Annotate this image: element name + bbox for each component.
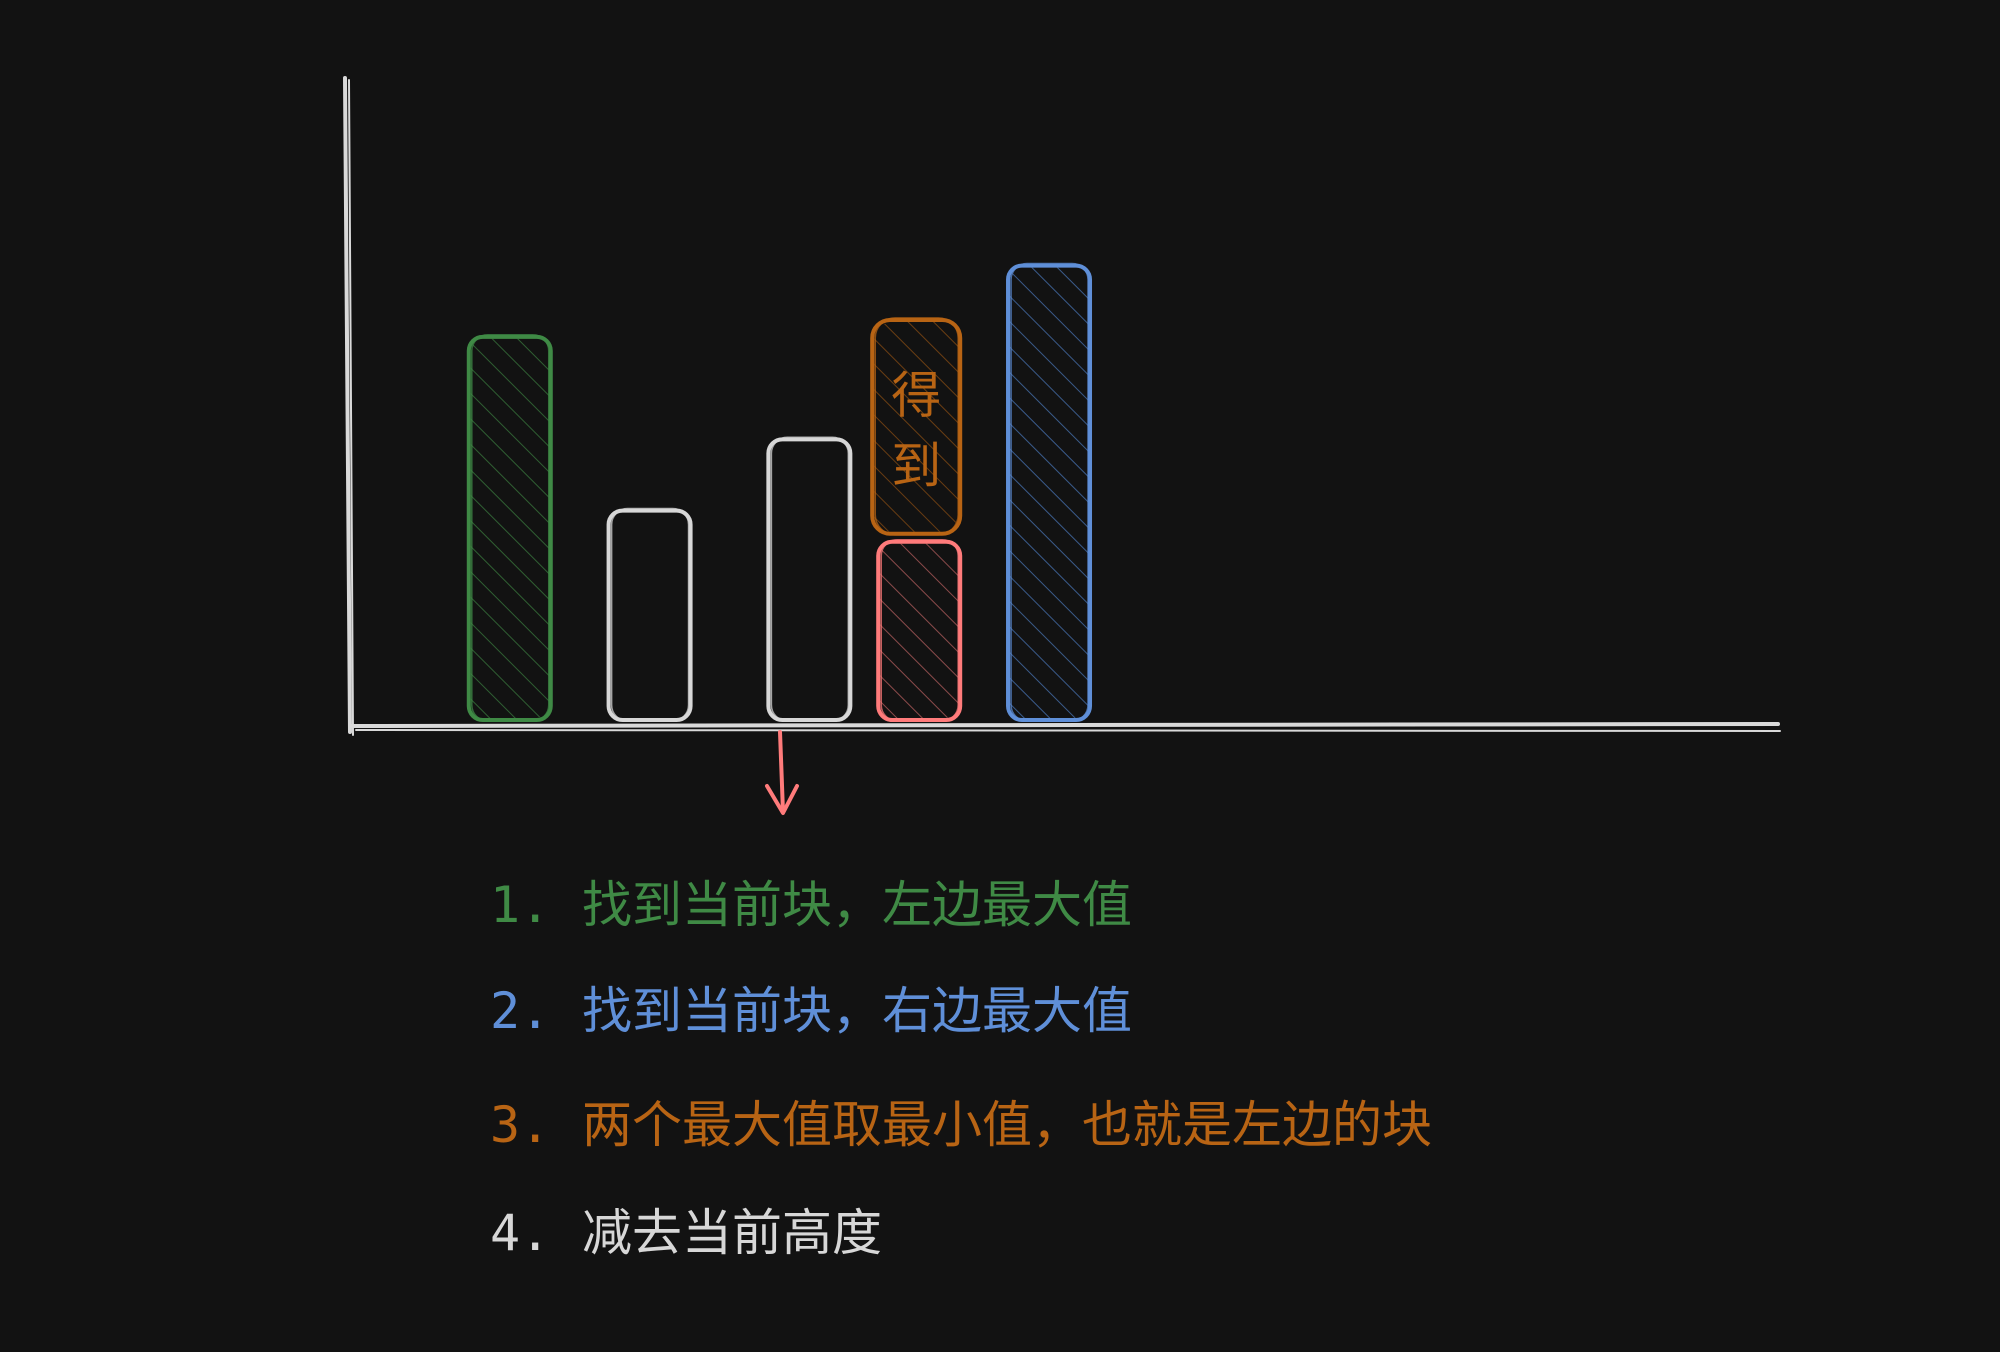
bar-4-stacked-block: [870, 317, 963, 536]
bar-2-outline-sketch: [610, 507, 690, 722]
bar-1-outline: [466, 334, 553, 722]
x-axis-second-stroke: [355, 729, 1781, 732]
step-4: 4. 减去当前高度: [490, 1198, 882, 1268]
axes: [343, 76, 1781, 736]
down-arrow: [765, 730, 799, 815]
y-axis-second-stroke: [348, 79, 354, 736]
arrow-head: [765, 784, 799, 815]
bar-5-fill: [1010, 267, 1089, 718]
step-2: 2. 找到当前块，右边最大值: [490, 976, 1132, 1046]
step-3: 3. 两个最大值取最小值，也就是左边的块: [490, 1090, 1432, 1160]
step-2-number: 2.: [490, 982, 551, 1040]
step-3-number: 3.: [490, 1096, 551, 1154]
bar-2-outline: [606, 508, 693, 722]
bar-3-outline: [766, 437, 853, 722]
step-2-text: 找到当前块，右边最大值: [582, 982, 1132, 1040]
bar-2: [606, 507, 693, 722]
bar-4-fill: [880, 543, 959, 718]
step-1-text: 找到当前块，左边最大值: [582, 876, 1132, 934]
bar-4-outline: [876, 539, 963, 722]
x-axis: [350, 722, 1780, 728]
y-axis: [343, 76, 352, 734]
bar-5-outline-sketch: [1010, 262, 1089, 722]
bar-1-fill: [470, 338, 549, 718]
step-3-text: 两个最大值取最小值，也就是左边的块: [582, 1096, 1432, 1154]
bar-4-stacked-block-outline: [870, 317, 963, 536]
arrow-shaft: [778, 730, 785, 814]
step-1-number: 1.: [490, 876, 551, 934]
bar-3: [766, 436, 853, 722]
stacked-block-label-char-1: 得: [891, 367, 941, 425]
step-4-text: 减去当前高度: [582, 1204, 882, 1262]
bar-3-fill: [770, 441, 848, 718]
bar-5-outline: [1006, 263, 1093, 722]
bar-5: [1006, 262, 1093, 722]
bar-3-outline-sketch: [770, 436, 850, 722]
bar-4: [876, 538, 963, 722]
bar-4-outline-sketch: [880, 538, 960, 722]
bars-layer: 得到: [466, 262, 1093, 722]
stacked-block-label-char-2: 到: [891, 437, 941, 495]
bar-2-fill: [611, 513, 689, 718]
step-4-number: 4.: [490, 1204, 551, 1262]
bar-1-outline-sketch: [470, 334, 550, 722]
step-1: 1. 找到当前块，左边最大值: [490, 870, 1132, 940]
bar-4-stacked-block-outline-sketch: [874, 317, 960, 536]
bar-1: [466, 334, 553, 722]
bar-4-stacked-block-fill: [874, 321, 959, 532]
